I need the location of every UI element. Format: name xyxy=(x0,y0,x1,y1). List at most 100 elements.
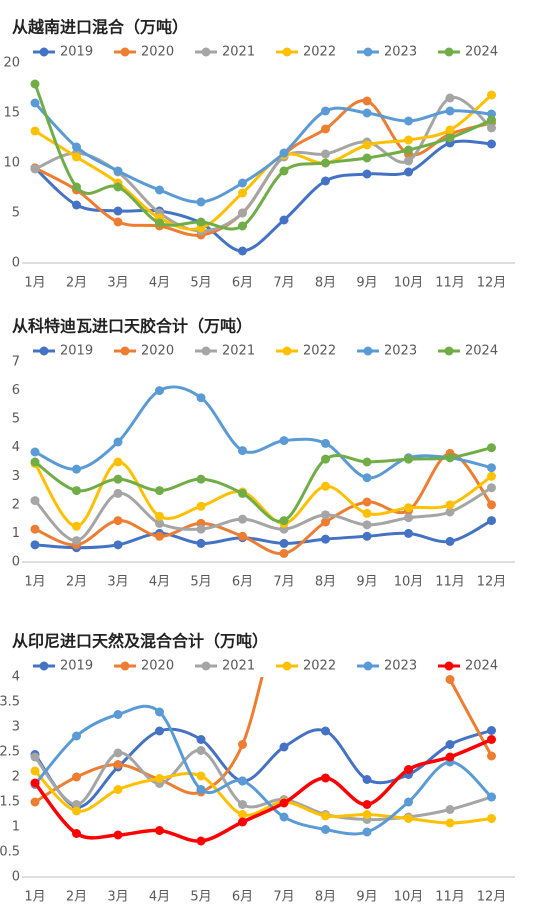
data-point xyxy=(321,726,330,736)
legend-label: 2023 xyxy=(384,344,417,359)
data-point xyxy=(279,742,289,752)
data-point xyxy=(196,501,206,511)
legend-label: 2022 xyxy=(303,344,336,359)
chart: 从印尼进口天然及混合合计（万吨） 0 0.5 1 1.5 2 2.5 3 3.5 4 1月 2月 3月 4… xyxy=(0,598,515,905)
data-point xyxy=(155,826,164,835)
data-point xyxy=(30,126,40,136)
data-point xyxy=(196,538,206,548)
data-point xyxy=(362,140,372,150)
legend-marker xyxy=(363,661,373,671)
data-point xyxy=(72,521,81,531)
data-point xyxy=(72,772,81,782)
data-point xyxy=(445,536,455,546)
data-point xyxy=(404,135,413,145)
chart: 从科特迪瓦进口天胶合计（万吨） 0 1 2 3 4 5 6 7 1月 2月 3月 4月 5月 6月 7月 8月 9… xyxy=(12,317,515,590)
data-point xyxy=(113,760,123,769)
legend-label: 2020 xyxy=(141,344,174,359)
data-point xyxy=(445,500,455,510)
y-tick-label: 0 xyxy=(12,555,20,570)
x-tick-label: 5月 xyxy=(190,575,211,590)
data-point xyxy=(238,488,247,498)
data-point xyxy=(404,513,413,523)
data-point xyxy=(113,488,123,498)
data-point xyxy=(404,145,413,155)
data-point xyxy=(72,152,81,162)
legend-label: 2023 xyxy=(384,659,417,674)
legend-item: 2019 xyxy=(33,659,93,674)
legend-marker xyxy=(39,47,49,57)
data-point xyxy=(321,158,330,168)
data-point xyxy=(487,726,496,735)
legend-item: 2019 xyxy=(33,45,93,60)
data-point xyxy=(155,531,164,541)
x-tick-label: 8月 xyxy=(315,890,336,905)
y-tick-label: 0 xyxy=(12,256,20,271)
data-point xyxy=(404,116,413,126)
legend-label: 2022 xyxy=(303,45,336,60)
legend-marker xyxy=(282,661,292,671)
legend-item: 2019 xyxy=(33,344,93,359)
x-tick-label: 7月 xyxy=(273,575,294,590)
data-point xyxy=(113,785,123,794)
data-point xyxy=(238,740,247,749)
data-point xyxy=(445,93,455,103)
legend-item: 2024 xyxy=(438,659,498,674)
y-tick-label: 4 xyxy=(12,670,20,685)
data-point xyxy=(321,534,330,544)
series-line xyxy=(33,737,493,843)
legend-marker xyxy=(282,346,292,356)
chart: 从越南进口混合（万吨） 0 5 10 15 20 1月 2月 3月 4月 5月 6月 7月 8月 9月 10月… xyxy=(3,18,515,291)
data-point xyxy=(321,149,330,159)
x-tick-label: 10月 xyxy=(394,575,424,590)
data-point xyxy=(321,811,330,821)
data-point xyxy=(362,800,372,809)
data-point xyxy=(487,516,496,526)
data-point xyxy=(113,474,123,484)
data-point xyxy=(487,139,496,149)
data-point xyxy=(72,486,81,496)
data-point xyxy=(238,531,247,541)
legend-item: 2021 xyxy=(195,45,255,60)
data-point xyxy=(487,792,496,802)
x-tick-label: 4月 xyxy=(149,276,170,291)
data-point xyxy=(404,814,413,823)
data-point xyxy=(238,800,247,809)
data-point xyxy=(155,511,164,521)
data-point xyxy=(362,169,372,179)
chart-title: 从科特迪瓦进口天胶合计（万吨） xyxy=(12,317,252,336)
data-point xyxy=(30,540,40,550)
legend-marker xyxy=(282,47,292,57)
legend-label: 2021 xyxy=(222,659,255,674)
legend-item: 2020 xyxy=(114,45,174,60)
legend-item: 2024 xyxy=(438,45,498,60)
y-tick-label: 5 xyxy=(12,206,20,221)
data-point xyxy=(72,142,81,152)
x-tick-label: 6月 xyxy=(232,276,253,291)
x-tick-label: 4月 xyxy=(149,890,170,905)
data-point xyxy=(404,797,413,807)
y-tick-label: 6 xyxy=(12,383,20,398)
series-line xyxy=(34,385,492,480)
legend-item: 2022 xyxy=(276,344,336,359)
x-tick-label: 7月 xyxy=(273,890,294,905)
data-point xyxy=(445,453,455,463)
data-point xyxy=(155,486,164,496)
data-point xyxy=(404,598,413,607)
x-tick-label: 8月 xyxy=(315,575,336,590)
data-point xyxy=(487,463,496,473)
series-line xyxy=(33,83,493,231)
data-point xyxy=(72,829,81,838)
data-point xyxy=(362,520,372,530)
x-tick-label: 2月 xyxy=(66,890,87,905)
data-point xyxy=(30,778,40,788)
data-point xyxy=(72,731,81,741)
x-tick-label: 1月 xyxy=(24,276,45,291)
legend-item: 2020 xyxy=(114,344,174,359)
data-point xyxy=(30,79,40,89)
data-point xyxy=(487,115,496,125)
data-point xyxy=(321,825,330,834)
data-point xyxy=(196,524,206,534)
legend-label: 2024 xyxy=(465,45,498,60)
data-point xyxy=(196,771,206,781)
